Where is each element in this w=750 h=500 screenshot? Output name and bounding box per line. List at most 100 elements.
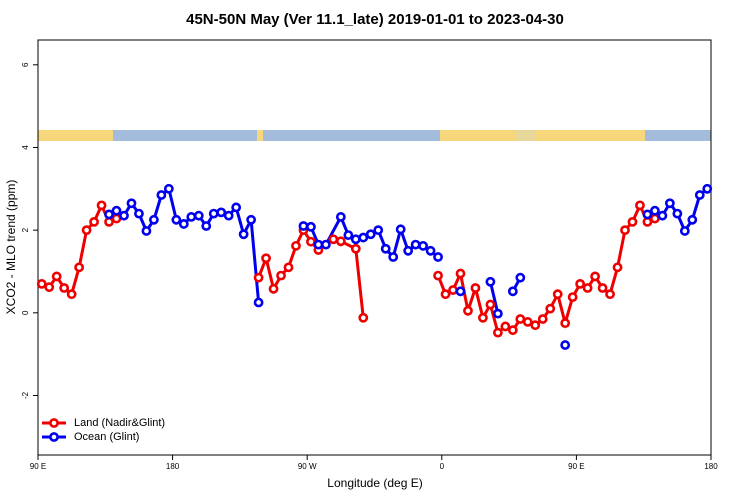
- data-point: [126, 198, 137, 209]
- data-point: [485, 276, 496, 287]
- data-point: [575, 278, 586, 289]
- data-point: [433, 252, 443, 262]
- data-point: [328, 234, 339, 245]
- data-point: [515, 314, 526, 324]
- data-point: [186, 212, 197, 222]
- data-point: [66, 289, 77, 300]
- data-point: [149, 214, 159, 225]
- data-point: [373, 225, 384, 236]
- y-tick-label: -2: [21, 391, 30, 399]
- data-point: [552, 289, 563, 300]
- data-point: [620, 225, 630, 236]
- y-axis-label: XCO2 - MLO trend (ppm): [4, 180, 18, 315]
- data-point: [74, 262, 85, 273]
- data-point: [515, 272, 526, 283]
- data-point: [343, 230, 354, 240]
- data-point: [335, 212, 346, 222]
- data-point: [156, 190, 167, 200]
- data-point: [81, 225, 92, 236]
- data-point: [395, 224, 406, 235]
- data-point: [201, 221, 212, 231]
- data-point: [485, 299, 496, 310]
- data-point: [171, 214, 182, 225]
- x-tick-label: 90 E: [568, 462, 584, 471]
- data-point: [388, 252, 399, 262]
- data-point: [134, 208, 144, 219]
- data-point: [291, 240, 301, 251]
- x-tick-label: 0: [440, 462, 445, 471]
- data-point: [597, 283, 608, 293]
- legend-marker: [49, 432, 59, 442]
- data-point: [463, 305, 473, 316]
- data-point: [440, 289, 451, 300]
- data-point: [522, 317, 533, 327]
- data-point: [44, 282, 55, 293]
- data-point: [582, 283, 593, 293]
- data-point: [478, 312, 488, 323]
- data-point: [702, 183, 713, 194]
- data-point: [104, 216, 114, 227]
- data-point: [567, 292, 578, 303]
- data-point: [507, 325, 518, 336]
- data-point: [455, 268, 466, 279]
- data-point: [590, 271, 600, 282]
- data-point: [635, 200, 645, 211]
- data-point: [657, 210, 668, 221]
- legend-label: Ocean (Glint): [74, 431, 139, 443]
- data-point: [687, 214, 698, 225]
- data-point: [253, 297, 264, 308]
- data-point: [448, 285, 458, 295]
- data-point: [283, 262, 294, 273]
- data-point: [335, 236, 346, 247]
- data-point: [276, 270, 286, 281]
- data-point: [679, 226, 690, 236]
- data-point: [545, 303, 556, 314]
- series-line: [41, 201, 656, 336]
- data-point: [418, 240, 429, 251]
- x-tick-label: 90 W: [298, 462, 317, 471]
- x-tick-label: 90 E: [30, 462, 46, 471]
- data-point: [650, 213, 660, 224]
- data-point: [492, 308, 503, 319]
- data-point: [246, 214, 257, 225]
- data-point: [642, 216, 653, 227]
- data-point: [51, 271, 62, 282]
- data-point: [560, 340, 571, 350]
- data-point: [433, 270, 443, 281]
- y-tick-label: 4: [21, 145, 30, 150]
- data-point: [223, 210, 234, 221]
- data-point: [306, 221, 316, 232]
- data-point: [470, 283, 481, 293]
- data-point: [350, 234, 361, 245]
- x-tick-label: 180: [704, 462, 718, 471]
- data-point: [642, 209, 653, 220]
- plot-frame: [37, 39, 712, 456]
- data-point: [59, 283, 70, 293]
- data-point: [605, 289, 615, 300]
- map-strip: [38, 130, 711, 141]
- data-point: [111, 205, 122, 216]
- data-point: [403, 245, 414, 256]
- data-point: [672, 208, 683, 219]
- y-tick-label: 2: [21, 227, 30, 232]
- data-point: [89, 216, 99, 227]
- data-point: [358, 312, 369, 323]
- data-point: [163, 183, 174, 194]
- data-point: [111, 213, 122, 224]
- data-point: [664, 198, 675, 209]
- data-point: [507, 286, 518, 297]
- y-tick-label: 6: [21, 62, 30, 67]
- data-point: [178, 219, 189, 229]
- data-point: [455, 286, 466, 297]
- data-point: [261, 253, 271, 264]
- data-point: [560, 318, 571, 329]
- data-point: [104, 209, 114, 220]
- data-point: [380, 243, 391, 254]
- data-point: [313, 239, 324, 250]
- data-point: [119, 210, 129, 221]
- data-point: [231, 202, 242, 213]
- data-point: [627, 216, 638, 227]
- data-point: [537, 314, 548, 324]
- y-tick-label: 0: [21, 310, 30, 315]
